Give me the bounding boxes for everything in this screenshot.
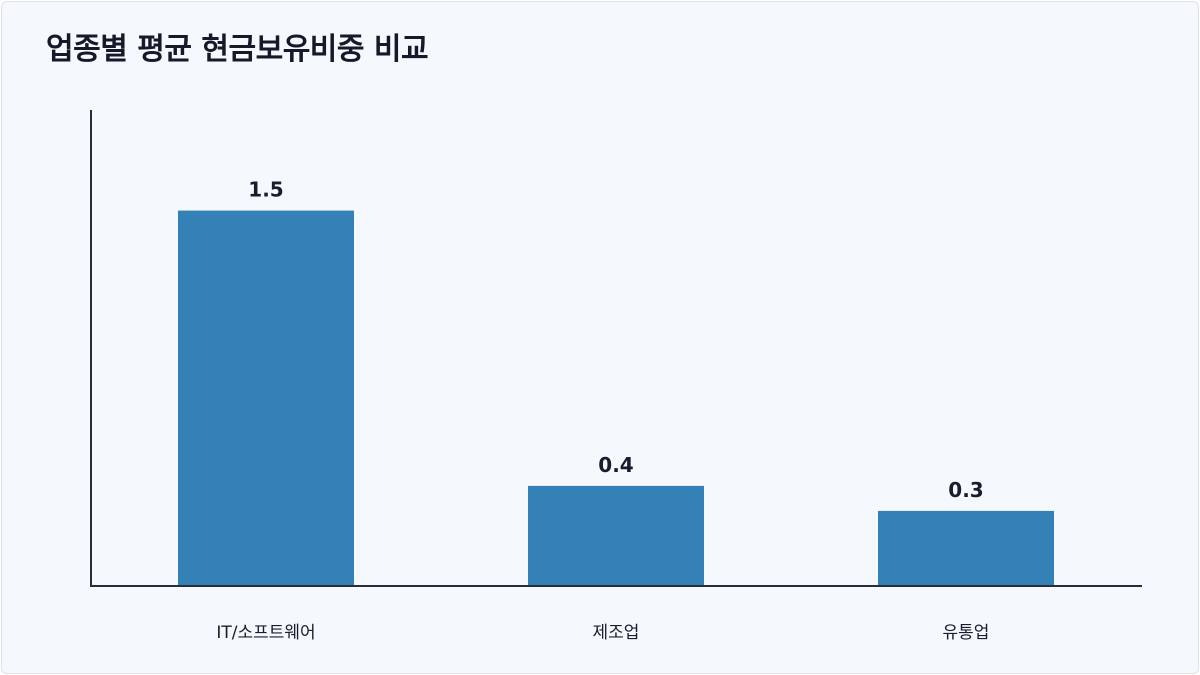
bars-layer xyxy=(178,210,1054,587)
bar-1 xyxy=(178,210,354,587)
bar-2 xyxy=(528,485,704,586)
category-labels-layer: IT/소프트웨어 제조업 유통업 xyxy=(216,623,989,643)
value-label-3: 0.3 xyxy=(948,478,983,502)
chart-title: 업종별 평균 현금보유비중 비교 xyxy=(46,32,429,67)
category-label-3: 유통업 xyxy=(943,623,990,643)
value-labels-layer: 1.5 0.4 0.3 xyxy=(248,178,983,502)
value-label-1: 1.5 xyxy=(248,178,283,202)
category-label-2: 제조업 xyxy=(593,623,640,643)
value-label-2: 0.4 xyxy=(598,453,633,477)
bar-3 xyxy=(878,510,1054,586)
category-label-1: IT/소프트웨어 xyxy=(216,623,315,643)
